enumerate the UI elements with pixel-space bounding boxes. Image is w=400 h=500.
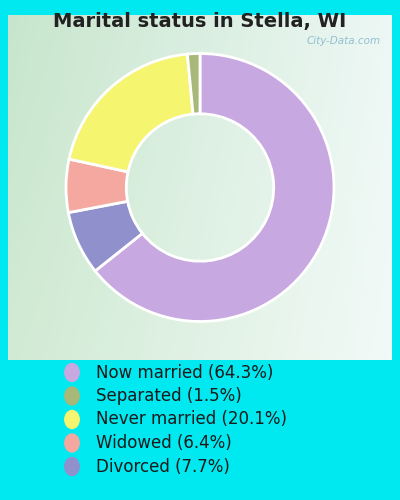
- Text: Divorced (7.7%): Divorced (7.7%): [96, 458, 230, 475]
- Text: City-Data.com: City-Data.com: [306, 36, 380, 46]
- Text: Separated (1.5%): Separated (1.5%): [96, 387, 242, 405]
- Text: Marital status in Stella, WI: Marital status in Stella, WI: [53, 12, 347, 32]
- Text: Never married (20.1%): Never married (20.1%): [96, 410, 287, 428]
- Text: Now married (64.3%): Now married (64.3%): [96, 364, 273, 382]
- Wedge shape: [69, 54, 193, 172]
- Wedge shape: [187, 54, 200, 114]
- Wedge shape: [66, 159, 128, 212]
- Wedge shape: [95, 54, 334, 322]
- Text: Widowed (6.4%): Widowed (6.4%): [96, 434, 232, 452]
- Wedge shape: [68, 202, 142, 271]
